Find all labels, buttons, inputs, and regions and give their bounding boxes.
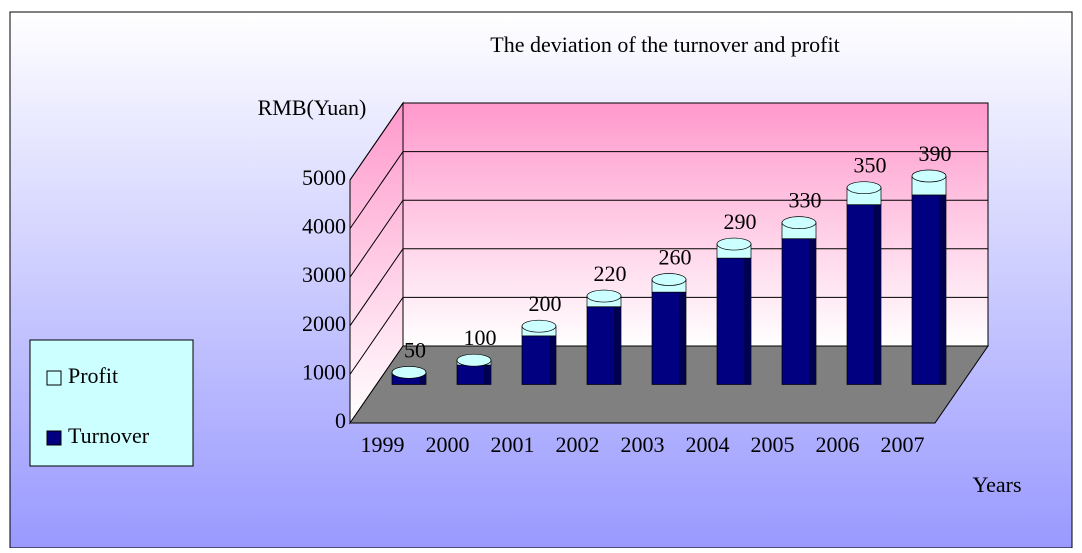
bar-side [809, 238, 816, 385]
y-tick-label: 5000 [302, 165, 346, 190]
bar-side [744, 258, 751, 385]
bar-top [846, 181, 882, 195]
data-label: 200 [529, 291, 562, 316]
bar-top [781, 216, 817, 230]
chart-title: The deviation of the turnover and profit [490, 32, 839, 57]
data-label: 350 [854, 153, 887, 178]
data-label: 220 [594, 261, 627, 286]
x-tick-label: 2000 [426, 432, 470, 457]
y-tick-label: 0 [335, 408, 346, 433]
x-tick-label: 2006 [816, 432, 860, 457]
legend-swatch [46, 370, 62, 386]
bar-top [586, 289, 622, 303]
bar-side [614, 306, 621, 385]
data-label: 260 [659, 245, 692, 270]
bar-top [521, 319, 557, 333]
x-tick-label: 2003 [621, 432, 665, 457]
bar-side [874, 204, 881, 385]
y-tick-label: 1000 [302, 359, 346, 384]
data-label: 100 [464, 325, 497, 350]
grid-line [349, 151, 988, 229]
bar-top [651, 273, 687, 286]
bar-top [911, 169, 947, 183]
x-axis-label: Years [972, 472, 1021, 497]
bar-side [679, 292, 686, 385]
legend-label: Turnover [68, 423, 150, 448]
data-label: 330 [789, 188, 822, 213]
grid-line [349, 199, 988, 278]
x-tick-label: 2005 [751, 432, 795, 457]
y-tick-label: 2000 [302, 311, 346, 336]
data-label: 290 [724, 209, 757, 234]
x-tick-label: 2002 [556, 432, 600, 457]
bar-side [939, 194, 946, 385]
legend-swatch [46, 430, 62, 446]
bar-top [391, 366, 427, 379]
bar-top [456, 353, 492, 367]
y-tick-label: 3000 [302, 262, 346, 287]
bar-side [549, 335, 556, 385]
bar-top [716, 237, 752, 251]
x-tick-label: 1999 [361, 432, 405, 457]
y-tick-label: 4000 [302, 214, 346, 239]
legend-label: Profit [68, 363, 118, 388]
bar-side [484, 365, 491, 385]
x-tick-label: 2004 [686, 432, 730, 457]
x-tick-label: 2001 [491, 432, 535, 457]
data-label: 50 [404, 337, 426, 362]
grid-line [349, 102, 988, 181]
x-tick-label: 2007 [881, 432, 925, 457]
bar-side [419, 374, 426, 385]
back-wall [402, 102, 989, 347]
y-axis-label: RMB(Yuan) [258, 95, 367, 120]
data-label: 390 [919, 141, 952, 166]
